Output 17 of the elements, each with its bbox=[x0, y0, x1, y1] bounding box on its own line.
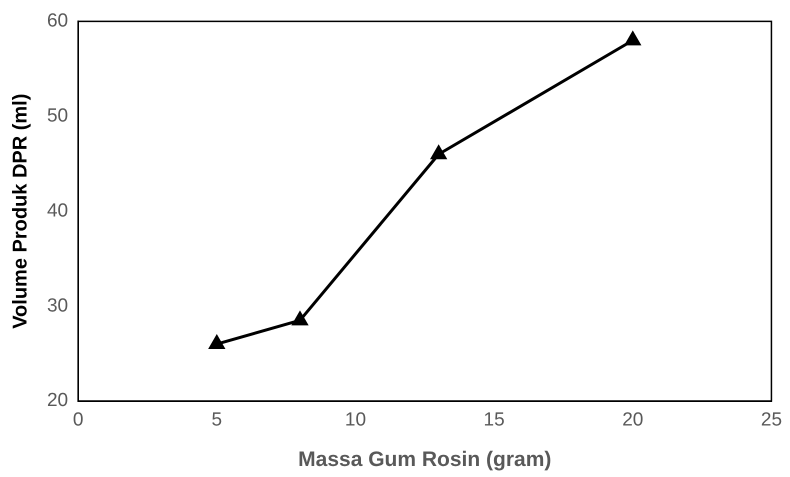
x-axis-title: Massa Gum Rosin (gram) bbox=[298, 448, 552, 472]
x-tick-label: 15 bbox=[484, 410, 505, 431]
y-axis-title: Volume Produk DPR (ml) bbox=[10, 94, 32, 329]
y-tick-label: 60 bbox=[46, 10, 68, 32]
y-tick-label: 40 bbox=[46, 200, 68, 222]
point bbox=[431, 146, 446, 160]
y-tick-label: 20 bbox=[46, 390, 68, 412]
x-tick-label: 20 bbox=[622, 410, 644, 431]
x-tick-label: 0 bbox=[72, 410, 84, 431]
point bbox=[209, 336, 224, 350]
x-tick-label: 5 bbox=[212, 410, 222, 431]
y-tick-label: 30 bbox=[46, 295, 68, 316]
point bbox=[292, 312, 308, 326]
x-tick-label: 10 bbox=[344, 410, 366, 431]
x-tick-label: 25 bbox=[760, 410, 782, 431]
point bbox=[625, 32, 640, 46]
y-tick-label: 50 bbox=[46, 106, 68, 127]
